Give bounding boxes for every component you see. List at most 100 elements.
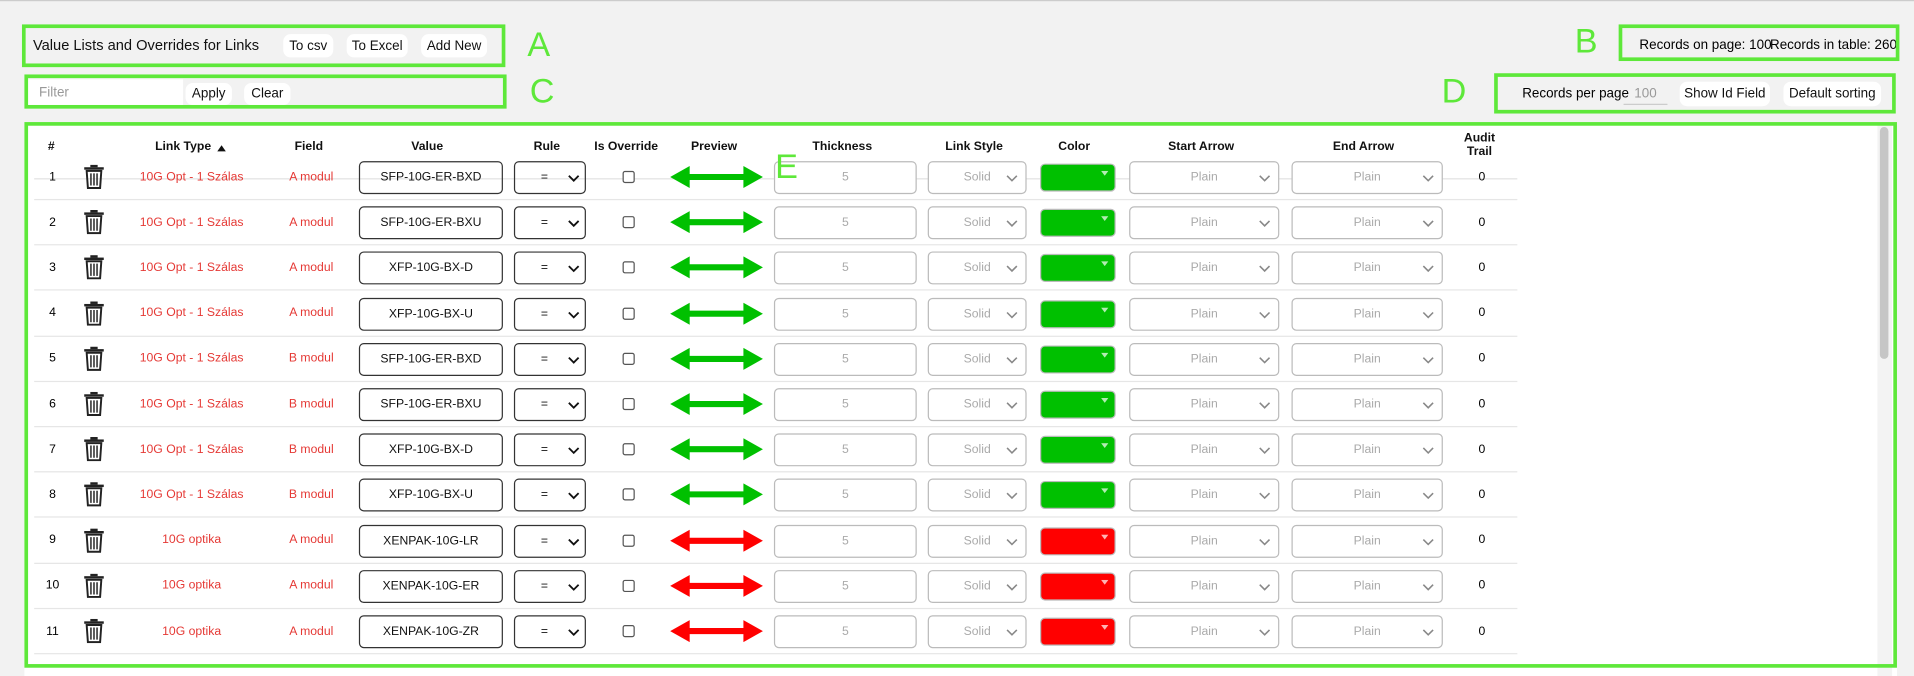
link-style-select[interactable]: Solid (927, 569, 1027, 603)
override-checkbox[interactable] (622, 307, 635, 320)
start-arrow-select[interactable]: Plain (1129, 388, 1280, 422)
end-arrow-select[interactable]: Plain (1291, 569, 1443, 603)
color-picker[interactable] (1040, 526, 1116, 555)
delete-icon[interactable] (83, 618, 105, 644)
show-id-field-button[interactable]: Show Id Field (1679, 81, 1771, 107)
color-picker[interactable] (1040, 208, 1116, 238)
link-style-select[interactable]: Solid (927, 297, 1027, 331)
delete-icon[interactable] (83, 482, 105, 507)
apply-button[interactable]: Apply (185, 83, 232, 105)
end-arrow-select[interactable]: Plain (1291, 161, 1443, 195)
rule-select[interactable]: = (513, 251, 586, 285)
override-checkbox[interactable] (622, 579, 635, 592)
link-style-select[interactable]: Solid (927, 524, 1027, 558)
thickness-input[interactable]: 5 (773, 524, 917, 558)
color-picker[interactable] (1040, 572, 1116, 601)
link-style-select[interactable]: Solid (927, 251, 1027, 285)
rule-select[interactable]: = (513, 478, 586, 512)
end-arrow-select[interactable]: Plain (1291, 615, 1443, 649)
color-picker[interactable] (1040, 163, 1116, 192)
start-arrow-select[interactable]: Plain (1129, 433, 1280, 467)
value-input[interactable]: XFP-10G-BX-U (358, 297, 503, 331)
delete-icon[interactable] (83, 164, 105, 189)
thickness-input[interactable]: 5 (773, 251, 917, 285)
rule-select[interactable]: = (513, 342, 586, 376)
header-button[interactable]: To Excel (346, 34, 408, 58)
link-style-select[interactable]: Solid (927, 342, 1027, 376)
rule-select[interactable]: = (513, 433, 586, 467)
delete-icon[interactable] (83, 210, 105, 235)
override-checkbox[interactable] (622, 488, 635, 501)
link-style-select[interactable]: Solid (927, 388, 1027, 422)
thickness-input[interactable]: 5 (773, 388, 917, 422)
delete-icon[interactable] (83, 301, 105, 326)
link-style-select[interactable]: Solid (927, 615, 1027, 649)
color-picker[interactable] (1040, 345, 1116, 374)
thickness-input[interactable]: 5 (773, 478, 917, 512)
end-arrow-select[interactable]: Plain (1291, 524, 1443, 558)
override-checkbox[interactable] (622, 443, 635, 456)
delete-icon[interactable] (83, 391, 105, 417)
start-arrow-select[interactable]: Plain (1129, 478, 1280, 512)
color-picker[interactable] (1040, 254, 1116, 283)
end-arrow-select[interactable]: Plain (1291, 251, 1443, 285)
override-checkbox[interactable] (622, 624, 635, 638)
header-button[interactable]: To csv (283, 34, 334, 58)
color-picker[interactable] (1040, 299, 1116, 328)
start-arrow-select[interactable]: Plain (1129, 251, 1280, 285)
value-input[interactable]: XENPAK-10G-ER (358, 569, 503, 603)
filter-input[interactable]: Filter (26, 79, 184, 107)
end-arrow-select[interactable]: Plain (1291, 342, 1443, 376)
thickness-input[interactable]: 5 (773, 433, 917, 467)
rule-select[interactable]: = (513, 161, 586, 195)
value-input[interactable]: SFP-10G-ER-BXU (358, 388, 503, 422)
override-checkbox[interactable] (622, 261, 635, 274)
header-button[interactable]: Add New (421, 34, 488, 58)
start-arrow-select[interactable]: Plain (1129, 569, 1280, 603)
link-style-select[interactable]: Solid (927, 433, 1027, 467)
delete-icon[interactable] (83, 437, 105, 462)
column-header[interactable]: Link Type (155, 140, 212, 154)
rule-select[interactable]: = (513, 297, 586, 331)
thickness-input[interactable]: 5 (773, 206, 917, 240)
value-input[interactable]: SFP-10G-ER-BXU (358, 206, 503, 240)
thickness-input[interactable]: 5 (773, 615, 917, 649)
end-arrow-select[interactable]: Plain (1291, 388, 1443, 422)
end-arrow-select[interactable]: Plain (1291, 478, 1443, 512)
color-picker[interactable] (1040, 436, 1116, 465)
thickness-input[interactable]: 5 (773, 569, 917, 603)
color-picker[interactable] (1040, 481, 1116, 510)
thickness-input[interactable]: 5 (773, 342, 917, 376)
delete-icon[interactable] (83, 573, 105, 598)
override-checkbox[interactable] (622, 216, 635, 229)
link-style-select[interactable]: Solid (927, 478, 1027, 512)
rule-select[interactable]: = (513, 206, 586, 240)
override-checkbox[interactable] (622, 397, 635, 411)
delete-icon[interactable] (83, 528, 105, 553)
clear-button[interactable]: Clear (244, 83, 291, 105)
start-arrow-select[interactable]: Plain (1129, 161, 1280, 195)
delete-icon[interactable] (83, 255, 105, 280)
scrollbar-thumb[interactable] (1879, 126, 1889, 359)
value-input[interactable]: XENPAK-10G-ZR (358, 615, 503, 649)
rule-select[interactable]: = (513, 524, 586, 558)
delete-icon[interactable] (83, 346, 105, 371)
end-arrow-select[interactable]: Plain (1291, 297, 1443, 331)
rule-select[interactable]: = (513, 388, 586, 422)
value-input[interactable]: XFP-10G-BX-D (358, 433, 503, 467)
default-sorting-button[interactable]: Default sorting (1783, 81, 1882, 107)
end-arrow-select[interactable]: Plain (1291, 206, 1443, 240)
start-arrow-select[interactable]: Plain (1129, 524, 1280, 558)
rule-select[interactable]: = (513, 615, 586, 649)
end-arrow-select[interactable]: Plain (1291, 433, 1443, 467)
color-picker[interactable] (1040, 390, 1116, 419)
value-input[interactable]: XENPAK-10G-LR (358, 524, 503, 558)
start-arrow-select[interactable]: Plain (1129, 206, 1280, 240)
start-arrow-select[interactable]: Plain (1129, 297, 1280, 331)
link-style-select[interactable]: Solid (927, 161, 1027, 195)
override-checkbox[interactable] (622, 352, 635, 365)
color-picker[interactable] (1040, 617, 1116, 646)
thickness-input[interactable]: 5 (773, 161, 917, 195)
start-arrow-select[interactable]: Plain (1129, 615, 1280, 649)
value-input[interactable]: SFP-10G-ER-BXD (358, 342, 503, 376)
